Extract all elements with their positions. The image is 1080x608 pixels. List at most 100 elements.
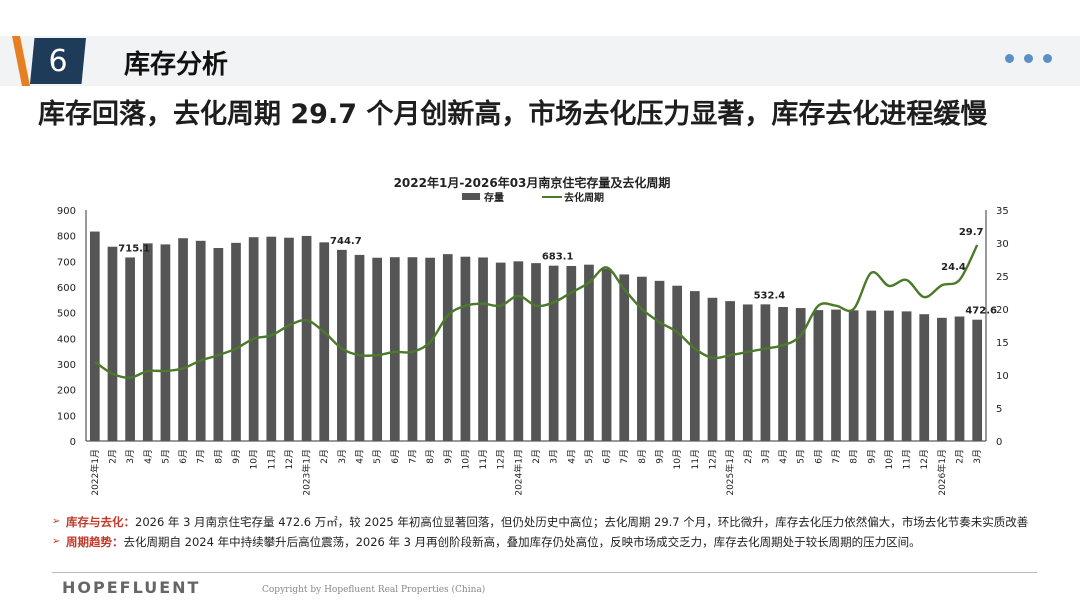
bar-data-label: 715.1 [118,243,150,254]
x-tick-label: 9月 [231,449,242,464]
bar-data-label: 744.7 [330,236,362,247]
left-tick-label: 500 [57,309,76,320]
inventory-bar [495,262,506,441]
x-tick-label: 3月 [337,449,348,464]
x-tick-label: 11月 [690,449,701,469]
inventory-bar [513,261,524,441]
inventory-bar [319,242,330,441]
x-tick-label: 6月 [602,449,613,464]
x-tick-label: 7月 [407,449,418,464]
inventory-cycle-chart: 2022年1月-2026年03月南京住宅存量及去化周期 存量 去化周期 0100… [57,175,1009,496]
inventory-bar [125,257,135,441]
x-tick-label: 4月 [143,449,154,464]
inventory-bar [742,304,753,441]
inventory-bar [372,257,383,441]
inventory-bar [566,265,577,441]
x-tick-label: 8月 [425,449,436,464]
inventory-bar [213,247,224,441]
x-tick-label: 3月 [125,449,136,464]
right-tick-label: 10 [996,371,1009,382]
legend-bar-swatch [462,193,480,200]
x-tick-label: 5月 [796,449,807,464]
inventory-bar [284,237,294,441]
bar-data-label: 683.1 [542,252,574,263]
bar-data-label: 532.4 [754,290,786,301]
note-text: 去化周期自 2024 年中持续攀升后高位震荡，2026 年 3 月再创阶段新高，… [123,535,921,549]
inventory-bar [954,316,965,441]
left-tick-label: 300 [57,360,76,371]
note-text: 2026 年 3 月南京住宅存量 472.6 万㎡，较 2025 年初高位显著回… [135,515,1029,529]
x-tick-label: 3月 [972,449,983,464]
x-tick-label: 4月 [778,449,789,464]
inventory-bar [654,280,665,441]
x-tick-label: 2月 [743,449,754,464]
x-tick-label: 4月 [355,449,366,464]
headline: 库存回落，去化周期 29.7 个月创新高，市场去化压力显著，库存去化进程缓慢 [38,99,988,130]
x-tick-label: 11月 [478,449,489,469]
chart-title: 2022年1月-2026年03月南京住宅存量及去化周期 [394,175,671,190]
x-tick-label: 8月 [213,449,224,464]
brand-logo: HOPEFLUENT [62,578,201,597]
section-title: 库存分析 [124,50,229,80]
inventory-bar [637,276,647,441]
right-tick-label: 0 [996,437,1002,448]
inventory-bar [725,301,735,441]
x-tick-label: 10月 [460,449,471,469]
copyright: Copyright by Hopefluent Real Properties … [262,585,486,595]
x-tick-label: 6月 [178,449,189,464]
x-tick-label: 9月 [655,449,666,464]
notes: ➢ 库存与去化：2026 年 3 月南京住宅存量 472.6 万㎡，较 2025… [52,512,1032,552]
inventory-bar [584,264,594,441]
inventory-bar [425,257,435,441]
x-tick-label: 5月 [584,449,595,464]
inventory-bar [142,243,153,441]
x-tick-label: 12月 [284,449,295,469]
x-tick-label: 11月 [902,449,913,469]
inventory-bar [619,274,630,441]
left-tick-label: 700 [57,257,76,268]
note-label: 库存与去化： [66,515,135,529]
inventory-bar [937,317,947,441]
right-tick-label: 20 [996,305,1009,316]
inventory-bar [266,236,277,441]
right-tick-label: 5 [996,404,1002,415]
x-tick-label: 9月 [443,449,454,464]
inventory-bar [354,254,365,441]
orange-stripe-decoration [12,36,30,86]
inventory-bar [478,257,488,441]
x-tick-label: 12月 [496,449,507,469]
x-tick-label: 12月 [919,449,930,469]
inventory-bar [160,244,171,441]
line-data-label: 29.7 [959,227,984,238]
note-label: 周期趋势： [66,535,124,549]
inventory-bar [178,238,188,441]
inventory-bar [337,249,347,441]
bar-data-label: 472.6 [965,306,997,317]
right-tick-label: 25 [996,272,1009,283]
x-tick-label: 4月 [566,449,577,464]
x-tick-label: 9月 [866,449,877,464]
legend-inventory-label: 存量 [484,191,504,204]
chart-legend: 存量 去化周期 [462,191,604,204]
inventory-bar [231,242,241,441]
x-tick-label: 2月 [531,449,542,464]
x-tick-label: 2024年1月 [512,449,524,496]
inventory-bar [195,240,206,441]
left-tick-label: 200 [57,386,76,397]
right-tick-label: 30 [996,239,1009,250]
inventory-bar [919,314,930,441]
inventory-bar [760,304,771,441]
x-tick-label: 2022年1月 [89,449,101,496]
inventory-bar [795,308,806,441]
inventory-bar [972,319,983,441]
left-tick-label: 100 [57,411,76,422]
line-data-label: 24.4 [941,262,966,273]
x-tick-label: 12月 [707,449,718,469]
x-tick-label: 10月 [249,449,260,469]
inventory-bar [831,309,841,441]
left-tick-label: 0 [70,437,76,448]
x-tick-label: 3月 [549,449,560,464]
inventory-bar [460,256,471,441]
inventory-bar [884,310,894,441]
inventory-bar [848,310,859,441]
